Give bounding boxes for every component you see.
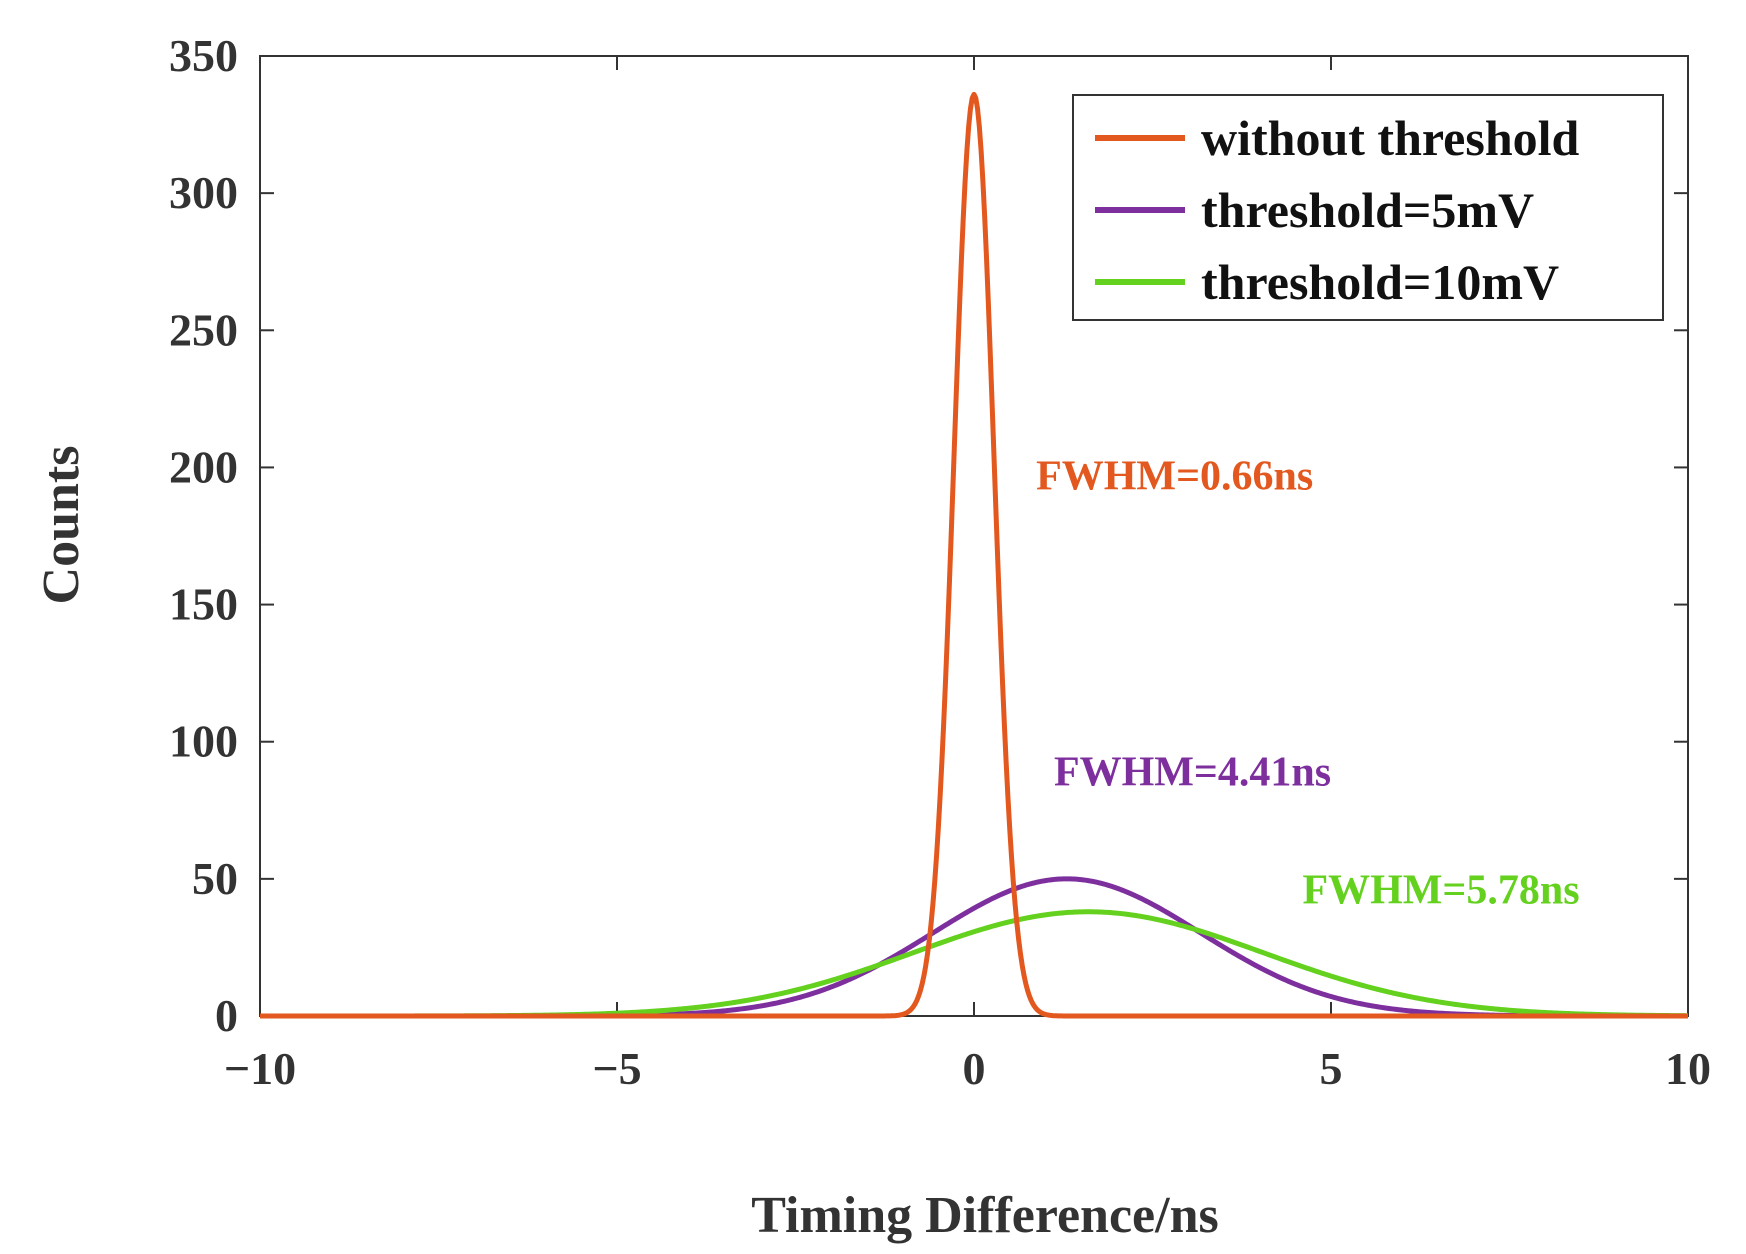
series-line-without-threshold [259,91,1689,1019]
fwhm-annotation: FWHM=0.66ns [1036,453,1313,499]
y-axis-label: Counts [33,446,90,605]
x-axis-label: Timing Difference/ns [751,1187,1219,1244]
legend: without threshold threshold=5mV threshold=… [1072,94,1664,321]
x-tick-label: 10 [1665,1043,1711,1094]
legend-label: threshold=5mV [1201,182,1534,238]
fwhm-annotation: FWHM=5.78ns [1302,868,1579,914]
fwhm-annotations: FWHM=0.66ns FWHM=4.41ns FWHM=5.78ns [1036,453,1579,913]
y-tick-label: 50 [192,853,238,904]
y-tick-label: 0 [215,990,238,1041]
x-tick-label: −10 [224,1043,296,1094]
y-tick-label: 200 [169,441,238,492]
y-tick-label: 150 [169,579,238,630]
y-axis-ticks: 0 50 100 150 200 250 300 350 [169,30,1688,1041]
fwhm-annotation: FWHM=4.41ns [1054,750,1331,796]
y-tick-label: 250 [169,304,238,355]
x-tick-label: −5 [592,1043,641,1094]
y-tick-label: 300 [169,167,238,218]
y-tick-label: 100 [169,716,238,767]
x-axis-ticks: −10 −5 0 5 10 [224,56,1711,1094]
x-tick-label: 0 [963,1043,986,1094]
y-tick-label: 350 [169,30,238,81]
x-tick-label: 5 [1320,1043,1343,1094]
legend-label: without threshold [1201,110,1580,166]
series-lines [259,91,1689,1019]
legend-label: threshold=10mV [1201,254,1559,310]
